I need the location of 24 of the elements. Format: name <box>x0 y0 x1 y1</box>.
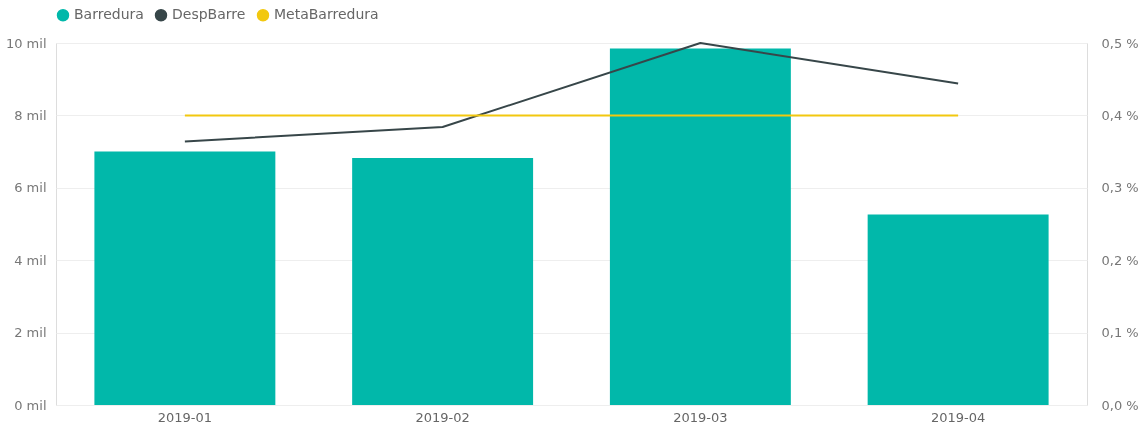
y2-tick-label: 0,0 % <box>1101 397 1139 413</box>
bar <box>867 214 1049 405</box>
y2-tick-label: 0,1 % <box>1101 325 1139 341</box>
x-tick-label: 2019-03 <box>673 409 728 425</box>
y2-tick-label: 0,5 % <box>1101 35 1139 51</box>
line-series <box>183 42 960 143</box>
y2-tick-label: 0,3 % <box>1101 180 1139 196</box>
legend-label: Barredura <box>74 6 144 23</box>
y-tick-label: 6 mil <box>14 180 47 196</box>
y-tick-label: 10 mil <box>5 35 47 51</box>
x-tick-label: 2019-01 <box>157 409 213 425</box>
y-tick-label: 2 mil <box>14 325 47 341</box>
y-tick-label: 4 mil <box>14 252 47 268</box>
x-tick-label: 2019-04 <box>930 409 986 425</box>
y2-tick-label: 0,2 % <box>1101 252 1139 268</box>
x-tick-label: 2019-02 <box>415 409 470 425</box>
y-tick-label: 0 mil <box>14 397 47 413</box>
legend-label: DespBarre <box>172 6 246 23</box>
bar <box>94 151 276 405</box>
y-tick-label: 8 mil <box>14 107 47 123</box>
y2-tick-label: 0,4 % <box>1101 107 1139 123</box>
legend-label: MetaBarredura <box>274 6 379 23</box>
bar <box>352 158 534 405</box>
bar <box>609 48 791 405</box>
